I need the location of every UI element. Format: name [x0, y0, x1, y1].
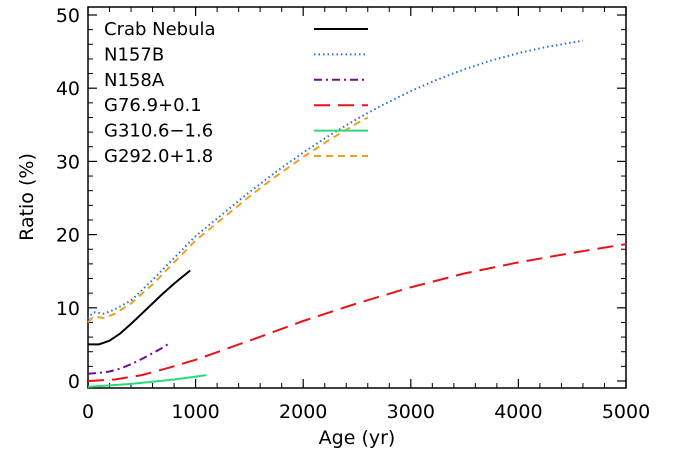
series-line-1	[87, 39, 584, 320]
series-layer	[87, 39, 627, 388]
x-tick-label: 1000	[171, 401, 219, 423]
x-tick-label: 5000	[602, 401, 650, 423]
plot-area-frame	[87, 6, 627, 389]
legend-label-1: N157B	[104, 44, 164, 65]
y-tick-label: 40	[56, 78, 80, 100]
x-tick-label: 2000	[279, 401, 327, 423]
x-tick-label: 0	[82, 401, 94, 423]
legend-label-4: G310.6−1.6	[104, 121, 213, 142]
x-tick-label: 4000	[494, 401, 542, 423]
y-axis-label: Ratio (%)	[16, 153, 38, 241]
y-tick-label: 10	[56, 298, 80, 320]
y-tick-label: 0	[68, 371, 80, 393]
series-line-4	[87, 374, 207, 388]
y-tick-label: 20	[56, 225, 80, 247]
legend-label-5: G292.0+1.8	[104, 146, 213, 167]
x-axis-label: Age (yr)	[319, 427, 396, 449]
series-line-3	[87, 243, 627, 382]
legend-label-3: G76.9+0.1	[104, 95, 202, 116]
x-tick-label: 3000	[387, 401, 435, 423]
axis-ticks	[87, 7, 627, 388]
legend: Crab Nebula N157B N158A G76.9+0.1 G310.6−1.6…	[104, 19, 368, 167]
series-line-2	[87, 342, 171, 375]
series-line-0	[88, 269, 191, 346]
y-tick-label: 50	[56, 5, 80, 27]
legend-label-0: Crab Nebula	[104, 19, 216, 40]
legend-label-2: N158A	[104, 70, 165, 91]
y-tick-label: 30	[56, 151, 80, 173]
tick-labels: 0 1000 2000 3000 4000 5000 0 10 20 30 40 50	[56, 5, 650, 423]
